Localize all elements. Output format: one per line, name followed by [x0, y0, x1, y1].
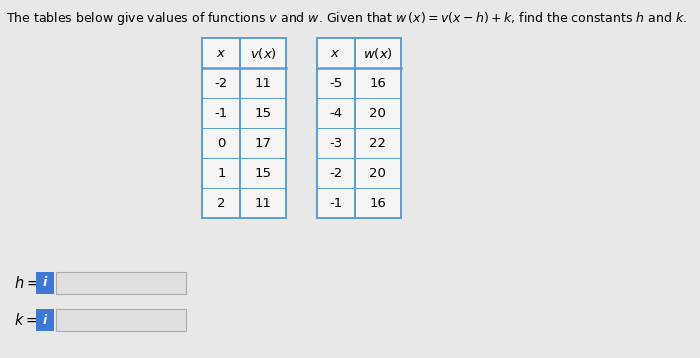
- Text: 1: 1: [217, 166, 225, 179]
- Text: 15: 15: [255, 106, 272, 120]
- Bar: [316, 38, 400, 218]
- Bar: [55, 272, 186, 294]
- Bar: [202, 38, 286, 218]
- Bar: [202, 38, 286, 218]
- Text: $w(x)$: $w(x)$: [363, 45, 393, 61]
- Text: 16: 16: [370, 197, 386, 209]
- Bar: [36, 309, 54, 331]
- Text: 2: 2: [217, 197, 225, 209]
- Text: $x$: $x$: [216, 47, 227, 59]
- Text: The tables below give values of functions $v$ and $w$. Given that $w\,(x) = v(x : The tables below give values of function…: [6, 10, 687, 27]
- Text: -2: -2: [329, 166, 342, 179]
- Text: 11: 11: [255, 197, 272, 209]
- Text: 20: 20: [370, 166, 386, 179]
- Text: $v(x)$: $v(x)$: [250, 45, 277, 61]
- Text: 16: 16: [370, 77, 386, 90]
- Bar: [316, 38, 400, 218]
- Bar: [36, 272, 54, 294]
- Text: -1: -1: [215, 106, 228, 120]
- Text: 20: 20: [370, 106, 386, 120]
- Text: 15: 15: [255, 166, 272, 179]
- Bar: [55, 309, 186, 331]
- Text: -4: -4: [329, 106, 342, 120]
- Text: $x$: $x$: [330, 47, 341, 59]
- Text: i: i: [43, 314, 48, 326]
- Text: i: i: [43, 276, 48, 290]
- Text: $k =$: $k =$: [14, 312, 38, 328]
- Text: $h =$: $h =$: [14, 275, 39, 291]
- Text: -1: -1: [329, 197, 342, 209]
- Text: 11: 11: [255, 77, 272, 90]
- Text: 17: 17: [255, 136, 272, 150]
- Text: 0: 0: [217, 136, 225, 150]
- Text: 22: 22: [369, 136, 386, 150]
- Text: -2: -2: [215, 77, 228, 90]
- Text: -5: -5: [329, 77, 342, 90]
- Text: -3: -3: [329, 136, 342, 150]
